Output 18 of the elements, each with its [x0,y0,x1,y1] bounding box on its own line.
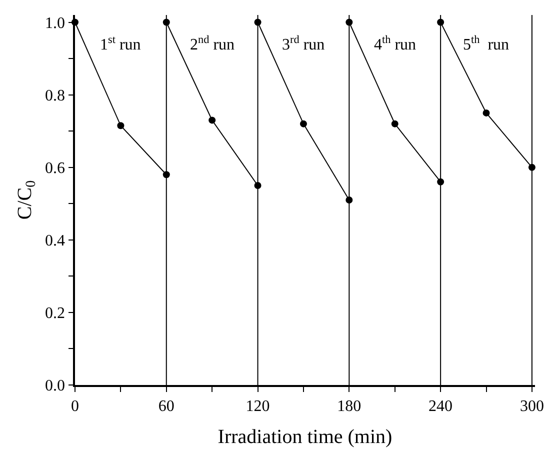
x-tick-label: 300 [520,398,544,415]
annotation: 2$^{nd}$ run [190,34,235,54]
y-tick-label: 0.6 [45,160,66,177]
x-tick-label: 60 [158,398,174,415]
y-tick-label: 0.4 [45,232,66,250]
y-tick-label: 0.2 [45,305,66,322]
x-tick-label: 240 [428,398,453,415]
annotation: 1$^{st}$ run [100,34,141,54]
x-tick-label: 0 [71,398,79,415]
x-tick-label: 180 [337,398,362,415]
y-tick-label: 1.0 [45,14,66,32]
y-tick-label: 0.8 [45,87,66,104]
annotation: 4$^{th}$ run [374,34,416,54]
text: 0.0 [45,378,66,395]
x-axis-title: Irradiation time (min) [218,426,392,448]
annotation: 3$^{rd}$ run [282,34,325,54]
annotation: 5$^{th}$ run [463,34,510,54]
x-tick-label: 120 [246,398,270,415]
